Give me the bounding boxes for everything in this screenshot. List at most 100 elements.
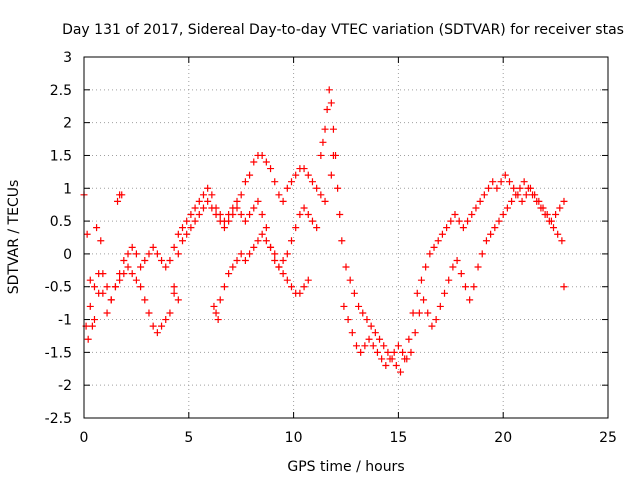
data-point [438, 230, 446, 238]
data-point [84, 335, 92, 343]
data-point [304, 171, 312, 179]
data-point [386, 355, 394, 363]
data-point [283, 250, 291, 258]
data-point [246, 211, 254, 219]
data-point [342, 263, 350, 271]
data-point [541, 211, 549, 219]
data-point [384, 348, 392, 356]
data-point [132, 276, 140, 284]
data-point [237, 191, 245, 199]
data-point [499, 211, 507, 219]
data-point [120, 256, 128, 264]
data-point [405, 335, 413, 343]
data-point [114, 197, 122, 205]
data-point [212, 309, 220, 317]
data-point [319, 138, 327, 146]
data-point [116, 276, 124, 284]
data-point [340, 302, 348, 310]
data-point [191, 217, 199, 225]
data-point [145, 250, 153, 258]
data-point [357, 348, 365, 356]
data-point [468, 211, 476, 219]
plot-area-frame [83, 56, 609, 419]
data-point [250, 243, 258, 251]
data-point [560, 283, 568, 291]
data-points [80, 86, 568, 376]
data-point [443, 224, 451, 232]
data-point [271, 178, 279, 186]
data-point [97, 237, 105, 245]
data-point [317, 151, 325, 159]
data-point [447, 217, 455, 225]
data-point [187, 224, 195, 232]
data-point [83, 230, 91, 238]
data-point [199, 204, 207, 212]
data-point [120, 270, 128, 278]
data-point [338, 237, 346, 245]
x-tick-label: 25 [599, 430, 617, 446]
data-point [355, 302, 363, 310]
data-point [288, 178, 296, 186]
data-point [556, 204, 564, 212]
data-point [137, 283, 145, 291]
data-point [365, 335, 373, 343]
data-point [271, 250, 279, 258]
y-tick-label: -1 [58, 313, 72, 329]
data-point [258, 151, 266, 159]
data-point [241, 217, 249, 225]
data-point [199, 191, 207, 199]
data-point [128, 243, 136, 251]
data-point [258, 230, 266, 238]
data-point [422, 263, 430, 271]
data-point [183, 217, 191, 225]
data-point [478, 250, 486, 258]
data-point [229, 263, 237, 271]
data-point [508, 197, 516, 205]
data-point [103, 283, 111, 291]
data-point [288, 237, 296, 245]
data-point [411, 329, 419, 337]
data-point [457, 270, 465, 278]
data-point [300, 165, 308, 173]
data-point [158, 256, 166, 264]
data-point [107, 296, 115, 304]
data-point [520, 178, 528, 186]
data-point [216, 296, 224, 304]
y-tick-label: 3 [63, 50, 72, 66]
data-point [170, 283, 178, 291]
data-point [334, 184, 342, 192]
data-point [162, 316, 170, 324]
data-point [141, 296, 149, 304]
data-point [283, 276, 291, 284]
data-point [308, 217, 316, 225]
x-tick-label: 5 [184, 430, 193, 446]
data-point [124, 263, 132, 271]
data-point [491, 224, 499, 232]
data-point [510, 184, 518, 192]
data-point [141, 256, 149, 264]
y-tick-label: 0.5 [50, 214, 72, 230]
data-point [497, 178, 505, 186]
data-point [275, 191, 283, 199]
data-point [428, 322, 436, 330]
data-point [449, 263, 457, 271]
data-point [158, 322, 166, 330]
data-point [95, 270, 103, 278]
data-point [93, 224, 101, 232]
data-point [132, 250, 140, 258]
data-point [554, 230, 562, 238]
data-point [407, 348, 415, 356]
data-point [308, 178, 316, 186]
data-point [233, 197, 241, 205]
data-point [204, 197, 212, 205]
data-point [376, 335, 384, 343]
data-point [346, 276, 354, 284]
data-point [271, 256, 279, 264]
data-point [321, 197, 329, 205]
data-point [214, 316, 222, 324]
series-arc-e [340, 178, 566, 369]
data-point [86, 276, 94, 284]
x-tick-label: 15 [389, 430, 407, 446]
data-point [237, 211, 245, 219]
data-point [344, 316, 352, 324]
